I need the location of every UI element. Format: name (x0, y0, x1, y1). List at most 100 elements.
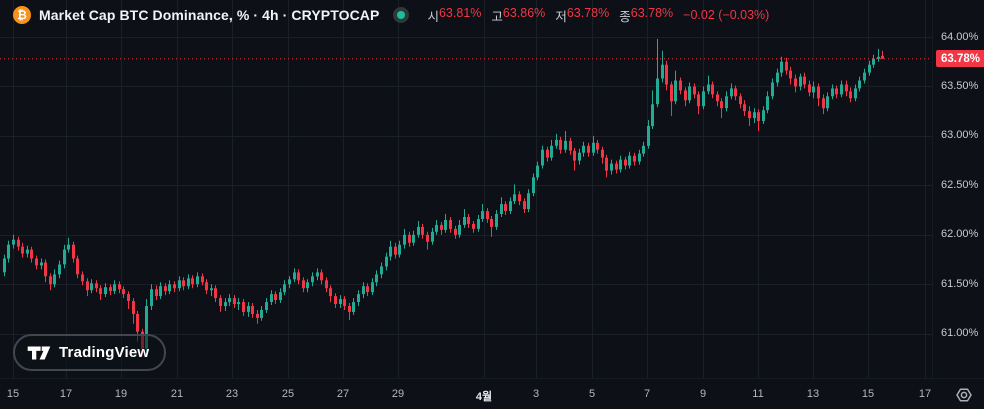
time-tick-label: 11 (752, 388, 764, 400)
candle-body (375, 274, 378, 283)
grid-layer (0, 0, 932, 378)
candle-body (293, 272, 296, 280)
candle-body (389, 246, 392, 257)
time-tick-label: 17 (918, 388, 932, 400)
candle-body (99, 288, 102, 295)
candle-body (90, 283, 93, 291)
candle-body (164, 286, 167, 292)
candle-body (679, 80, 682, 91)
time-tick-label: 29 (391, 388, 405, 400)
ohlc-close: 종 63.78% (619, 6, 673, 25)
candle-body (624, 159, 627, 166)
candle-body (628, 155, 631, 166)
candle-body (582, 145, 585, 153)
candle-body (523, 201, 526, 210)
chart-legend: ₿ Market Cap BTC Dominance, % · 4h · CRY… (0, 0, 769, 30)
candle-body (674, 80, 677, 102)
candle-body (536, 165, 539, 178)
candle-body (504, 204, 507, 211)
candle-body (201, 276, 204, 283)
candle-body (495, 214, 498, 227)
candle-body (265, 302, 268, 310)
ohlc-open: 시 63.81% (427, 6, 481, 25)
candle-body (219, 298, 222, 306)
candle-body (840, 84, 843, 95)
candle-body (67, 244, 70, 250)
candle-body (532, 177, 535, 194)
candle-body (762, 110, 765, 122)
ohlc-readout: 시 63.81% 고 63.86% 저 63.78% 종 63.78% −0.02 (−… (427, 6, 769, 25)
price-tick-label: 64.00% (941, 30, 979, 43)
candle-body (178, 280, 181, 289)
candle-body (831, 88, 834, 97)
candle-body (191, 278, 194, 285)
candle-body (182, 280, 185, 287)
candle-body (449, 220, 452, 229)
candle-body (297, 272, 300, 281)
close-value: 63.78% (630, 5, 674, 20)
candle-body (205, 282, 208, 291)
settings-button[interactable] (953, 385, 975, 405)
candle-body (463, 217, 466, 225)
candle-body (12, 239, 15, 245)
candle-body (757, 112, 760, 122)
tradingview-logo[interactable]: TradingView (13, 334, 167, 371)
time-axis[interactable]: 15 17 19 21 23 25 27 29 4월 3 5 7 9 11 13 15 17 (0, 378, 984, 409)
candle-body (412, 234, 415, 243)
candle-body (306, 282, 309, 289)
candle-body (642, 145, 645, 154)
candle-body (127, 294, 130, 301)
price-tick-label: 62.50% (941, 178, 979, 191)
market-status-indicator[interactable] (393, 7, 410, 23)
candle-body (651, 104, 654, 127)
symbol-title[interactable]: Market Cap BTC Dominance, % · 4h · CRYPT… (39, 7, 380, 23)
candle-body (550, 145, 553, 158)
last-price-badge: 63.78% (936, 50, 984, 68)
candle-body (789, 70, 792, 79)
candle-body (527, 193, 530, 210)
candle-body (348, 306, 351, 312)
candle-body (247, 306, 250, 312)
candle-body (799, 76, 802, 87)
time-tick-label: 21 (170, 388, 184, 400)
candle-body (53, 274, 56, 285)
candle-body (366, 286, 369, 293)
candle-body (109, 287, 112, 292)
candle-body (780, 61, 783, 73)
time-tick-label: 15 (861, 388, 875, 400)
tradingview-logo-icon (27, 346, 51, 359)
high-value: 63.86% (502, 5, 546, 20)
candles-layer (3, 39, 884, 356)
candle-body (730, 88, 733, 97)
candle-body (702, 91, 705, 107)
candle-body (228, 298, 231, 303)
time-tick-label: 9 (699, 388, 707, 400)
candle-body (352, 302, 355, 312)
candle-body (596, 142, 599, 150)
candle-body (458, 224, 461, 235)
candle-body (688, 86, 691, 101)
candle-body (118, 284, 121, 290)
candle-body (311, 276, 314, 283)
candle-body (136, 313, 139, 332)
candle-body (518, 194, 521, 202)
candle-body (619, 159, 622, 170)
candle-body (325, 280, 328, 289)
candle-body (408, 234, 411, 243)
candle-body (739, 96, 742, 105)
price-axis[interactable]: 63.78% 64.00% 63.50% 63.00% 62.50% 62.00% 61.… (932, 0, 984, 378)
candle-body (670, 84, 673, 102)
candle-body (17, 239, 20, 247)
candlestick-chart[interactable] (0, 0, 932, 378)
time-tick-label: 25 (281, 388, 295, 400)
candle-body (371, 282, 374, 293)
time-tick-label: 19 (114, 388, 128, 400)
time-tick-label: 7 (643, 388, 651, 400)
low-label: 저 (555, 9, 567, 24)
candle-body (472, 223, 475, 229)
candle-body (7, 244, 10, 259)
candle-body (403, 234, 406, 245)
candle-body (546, 149, 549, 158)
candle-body (44, 262, 47, 277)
candle-body (776, 72, 779, 83)
